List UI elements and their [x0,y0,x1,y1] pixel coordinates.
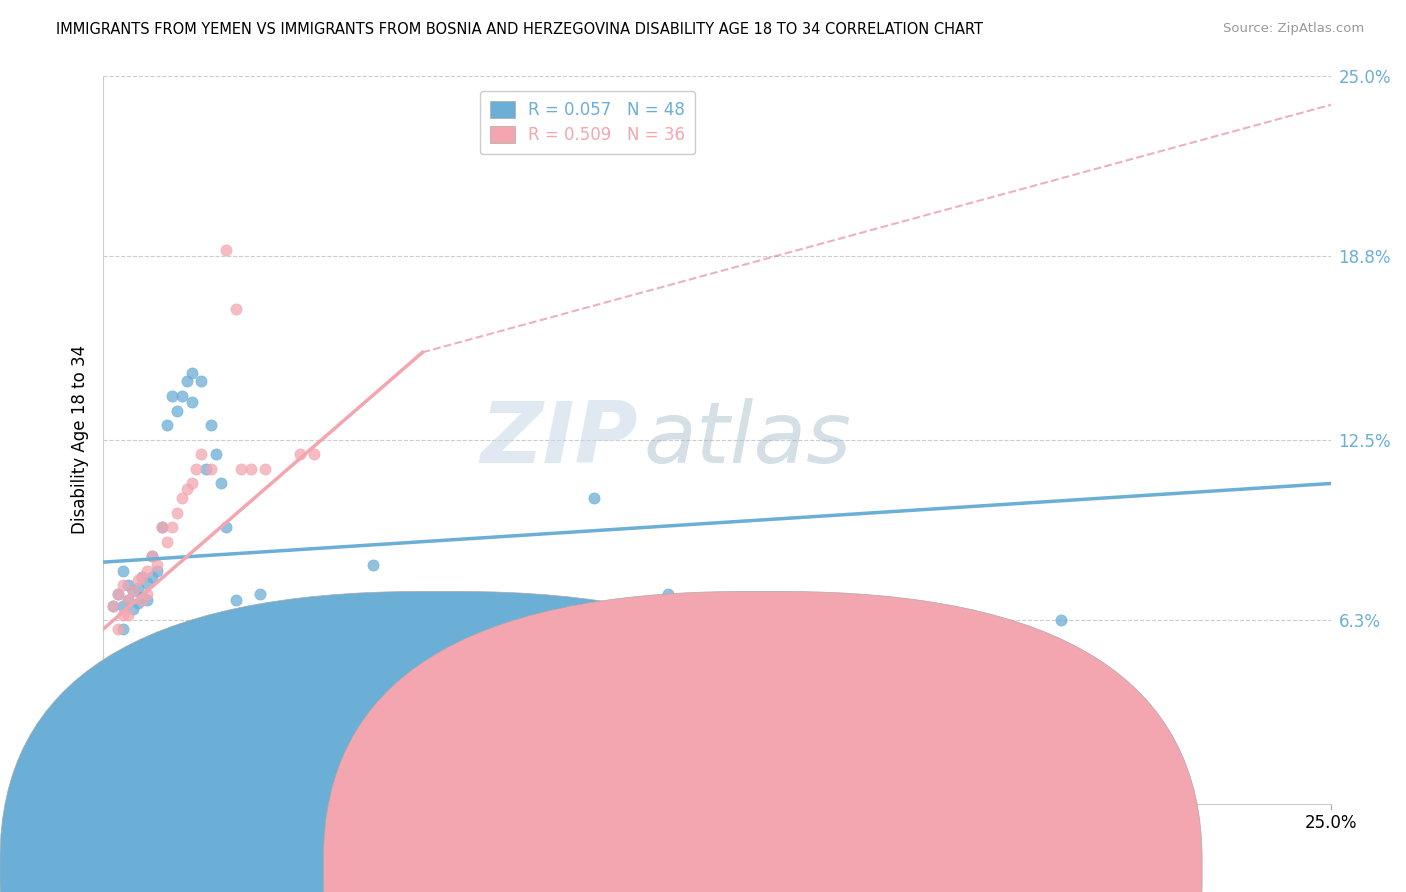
Point [176,375,198,389]
Point [121,584,143,599]
Point [121,601,143,615]
Point [141,549,163,564]
Point [254,462,277,476]
Point [205,447,228,461]
Point [160,389,183,403]
Point [387,657,409,672]
Point [166,403,188,417]
Point [229,462,252,476]
Point [176,483,198,497]
Point [107,587,129,601]
Point [117,593,139,607]
Point [583,491,606,505]
Text: Immigrants from Bosnia and Herzegovina: Immigrants from Bosnia and Herzegovina [785,863,1104,878]
Point [111,599,134,613]
Point [131,590,153,604]
Point [259,628,281,642]
Point [146,564,169,578]
Point [200,462,222,476]
Point [225,593,247,607]
Point [111,607,134,622]
Point [117,607,139,622]
Point [190,447,212,461]
Point [136,564,159,578]
Point [170,491,193,505]
Point [150,520,173,534]
Point [269,637,291,651]
Point [436,657,458,672]
Point [156,418,179,433]
Point [117,578,139,592]
Point [509,622,531,636]
Point [150,520,173,534]
Point [304,447,326,461]
Point [107,587,129,601]
Point [111,578,134,592]
Point [166,506,188,520]
Point [215,244,238,258]
Legend: R = 0.057   N = 48, R = 0.509   N = 36: R = 0.057 N = 48, R = 0.509 N = 36 [479,91,696,154]
Point [127,573,149,587]
Point [121,584,143,599]
Point [830,607,852,622]
Point [239,462,262,476]
Text: Source: ZipAtlas.com: Source: ZipAtlas.com [1223,22,1364,36]
Point [131,593,153,607]
Point [101,599,124,613]
Point [249,587,271,601]
Point [160,520,183,534]
Point [146,558,169,572]
Text: atlas: atlas [644,398,852,482]
Point [111,622,134,636]
Point [180,366,202,380]
Point [288,447,311,461]
Point [308,607,330,622]
Text: Immigrants from Yemen: Immigrants from Yemen [461,863,645,878]
Point [170,389,193,403]
Point [117,593,139,607]
Point [731,616,754,631]
Point [337,599,360,613]
Text: ZIP: ZIP [479,398,637,482]
Point [952,622,974,636]
Point [136,575,159,590]
Point [186,462,208,476]
Point [107,622,129,636]
Y-axis label: Disability Age 18 to 34: Disability Age 18 to 34 [72,345,89,534]
Point [156,534,179,549]
Point [209,476,232,491]
Point [141,549,163,564]
Point [363,558,385,572]
Point [180,395,202,409]
Text: IMMIGRANTS FROM YEMEN VS IMMIGRANTS FROM BOSNIA AND HERZEGOVINA DISABILITY AGE 1: IMMIGRANTS FROM YEMEN VS IMMIGRANTS FROM… [56,22,983,37]
Point [195,462,218,476]
Point [141,570,163,584]
Point [101,599,124,613]
Point [229,607,252,622]
Point [215,520,238,534]
Point [225,301,247,316]
Point [127,596,149,610]
Point [657,587,679,601]
Point [200,418,222,433]
Point [136,593,159,607]
Point [1050,614,1073,628]
Point [460,637,482,651]
Point [131,570,153,584]
Point [111,564,134,578]
Point [127,582,149,596]
Point [131,570,153,584]
Point [254,622,277,636]
Point [190,375,212,389]
Point [180,476,202,491]
Point [136,587,159,601]
Point [363,657,385,672]
